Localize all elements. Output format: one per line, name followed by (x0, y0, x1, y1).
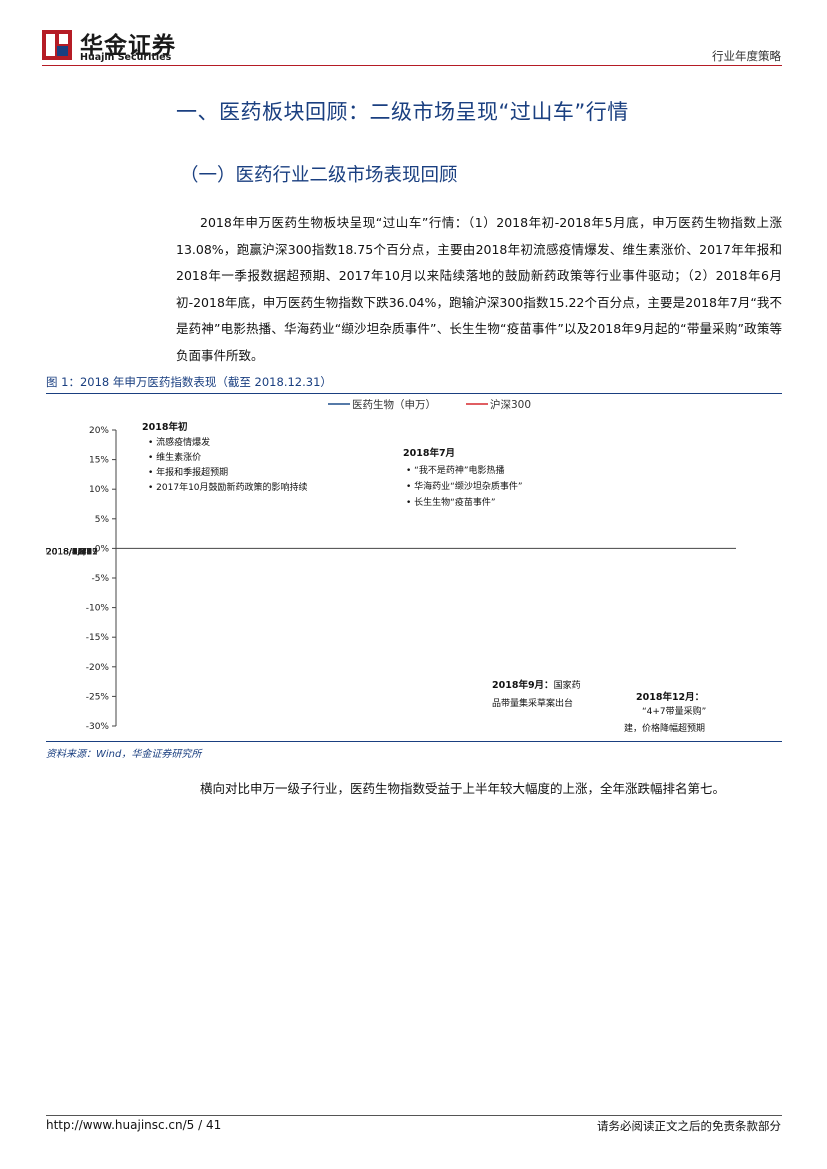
x-tick-label: 2018/10/22 (46, 547, 98, 557)
annotation-line: “4+7带量采购” (642, 705, 706, 717)
x-tick-label: 2018/3/26 (46, 547, 92, 557)
annotation-title: 2018年7月 (403, 447, 455, 459)
annotation-title: 2018年12月： (636, 691, 704, 703)
x-tick-label: 2018/6/4 (46, 547, 87, 557)
y-tick-label: -5% (91, 574, 109, 584)
figure-top-rule (46, 393, 782, 394)
x-tick-label: 2018/8/27 (46, 547, 92, 557)
x-tick-label: 2018/1/15 (46, 547, 92, 557)
section-title: 一、医药板块回顾：二级市场呈现“过山车”行情 (176, 100, 629, 124)
index-performance-chart: 医药生物（申万） 沪深300 20% 15% 10% 5% 0% -5% -10% -15% -… (46, 394, 736, 734)
subsection-title: （一）医药行业二级市场表现回顾 (180, 165, 458, 186)
x-tick-label: 2018/4/9 (46, 547, 87, 557)
x-tick-label: 2018/5/21 (46, 547, 92, 557)
body-paragraph: 横向对比申万一级子行业，医药生物指数受益于上半年较大幅度的上涨，全年涨跌幅排名第… (200, 781, 726, 796)
annotation-title: 2018年9月：国家药 (492, 679, 581, 691)
brand-name-en: Huajin Securities (80, 52, 172, 63)
footer-divider (46, 1115, 782, 1116)
chart-axes: 20% 15% 10% 5% 0% -5% -10% -15% -20% -25% -30% 2018… (46, 426, 736, 732)
x-tick-label: 2018/7/2 (46, 547, 86, 557)
x-tick-label: 2018/3/12 (46, 547, 92, 557)
x-tick-label: 2018/2/26 (46, 547, 92, 557)
legend-label-hs300: 沪深300 (490, 398, 531, 411)
x-tick-label: 2018/1/2 (46, 547, 86, 557)
annotation-item: • 维生素涨价 (148, 451, 201, 463)
annotation-line: 品带量集采草案出台 (492, 697, 573, 709)
annotation-item: • 华海药业“缬沙坦杂质事件” (406, 480, 523, 492)
annotation-early-2018: 2018年初 • 流感疫情爆发 • 维生素涨价 • 年报和季报超预期 • 201… (142, 421, 308, 493)
y-tick-label: 10% (89, 485, 109, 495)
annotation-july-2018: 2018年7月 • “我不是药神”电影热播 • 华海药业“缬沙坦杂质事件” • … (403, 447, 523, 508)
annotation-sept-2018: 2018年9月：国家药 品带量集采草案出台 (492, 679, 581, 709)
x-tick-label: 2018/10/8 (46, 547, 92, 557)
x-tick-label: 2018/11/19 (46, 547, 98, 557)
brand-logo-icon (42, 30, 72, 60)
x-tick-label: 2018/7/16 (46, 547, 92, 557)
x-tick-label: 2018/11/5 (46, 547, 92, 557)
x-tick-label: 2018/12/3 (46, 547, 92, 557)
x-tick-label: 2018/7/30 (46, 547, 92, 557)
x-tick-label: 2018/6/18 (46, 547, 92, 557)
footer-url-page: http://www.huajinsc.cn/5 / 41 (46, 1118, 222, 1132)
annotation-item: • 流感疫情爆发 (148, 436, 210, 448)
annotation-item: • 2017年10月鼓励新药政策的影响持续 (148, 481, 308, 493)
annotation-item: • 年报和季报超预期 (148, 466, 228, 478)
figure-bottom-rule (46, 741, 782, 742)
y-tick-label: 20% (89, 426, 109, 436)
y-tick-label: 15% (89, 456, 109, 466)
y-tick-label: -10% (86, 604, 110, 614)
x-tick-label: 2018/1/29 (46, 547, 92, 557)
annotation-item: • 长生生物“疫苗事件” (406, 496, 496, 508)
annotation-line: 建，价格降幅超预期 (624, 722, 705, 734)
header-divider (42, 65, 782, 66)
x-tick-label: 2018/9/10 (46, 547, 92, 557)
y-tick-label: -25% (86, 692, 110, 702)
figure-caption: 图 1：2018 年申万医药指数表现（截至 2018.12.31） (46, 375, 332, 389)
x-tick-label: 2018/12/17 (46, 547, 98, 557)
annotation-item: • “我不是药神”电影热播 (406, 464, 505, 476)
x-tick-label: 2018/9/24 (46, 547, 92, 557)
y-tick-label: -30% (86, 722, 110, 732)
y-tick-label: 5% (95, 515, 110, 525)
annotation-title: 2018年初 (142, 421, 187, 433)
figure-source: 资料来源：Wind，华金证券研究所 (46, 749, 202, 760)
y-tick-label: -15% (86, 633, 110, 643)
x-tick-label: 2018/4/23 (46, 547, 92, 557)
legend-label-pharma: 医药生物（申万） (352, 398, 436, 411)
y-tick-label: -20% (86, 663, 110, 673)
document-type: 行业年度策略 (712, 49, 781, 63)
x-tick-label: 2018/5/7 (46, 547, 86, 557)
annotation-dec-2018: 2018年12月： “4+7带量采购” 建，价格降幅超预期 (624, 691, 706, 734)
x-tick-label: 2018/8/13 (46, 547, 92, 557)
body-paragraph: 2018年申万医药生物板块呈现“过山车”行情：（1）2018年初-2018年5月… (176, 215, 782, 363)
y-tick-label: 0% (95, 544, 110, 554)
x-tick-label: 2018/12/31 (46, 547, 98, 557)
footer-disclaimer: 请务必阅读正文之后的免责条款部分 (597, 1119, 781, 1133)
brand-name-cn: 华金证券 (80, 33, 176, 59)
x-tick-label: 2018/2/12 (46, 547, 92, 557)
